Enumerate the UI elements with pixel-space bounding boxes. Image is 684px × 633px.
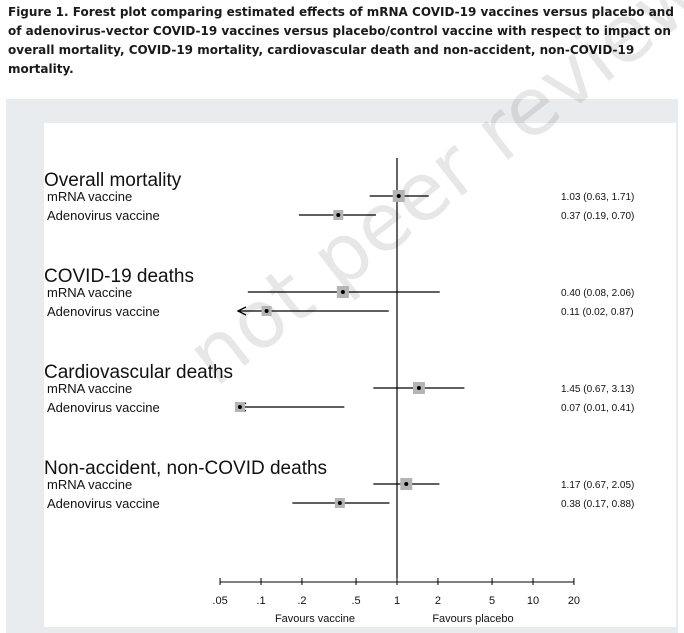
plot-area <box>44 123 676 627</box>
x-tick-label: .2 <box>297 595 306 607</box>
estimate-text: 1.03 (0.63, 1.71) <box>561 192 634 203</box>
estimate-text: 0.37 (0.19, 0.70) <box>561 211 634 222</box>
x-tick-label: 20 <box>568 595 580 607</box>
row-label: mRNA vaccine <box>47 381 132 396</box>
group-title: Non-accident, non-COVID deaths <box>44 458 327 479</box>
row-label: mRNA vaccine <box>47 189 132 204</box>
estimate-text: 0.38 (0.17, 0.88) <box>561 499 634 510</box>
estimate-text: 1.17 (0.67, 2.05) <box>561 480 634 491</box>
x-tick-label: .5 <box>351 595 360 607</box>
favours-placebo-label: Favours placebo <box>432 613 513 625</box>
row-label: Adenovirus vaccine <box>47 208 160 223</box>
row-label: mRNA vaccine <box>47 477 132 492</box>
group-title: COVID-19 deaths <box>44 266 194 287</box>
x-tick-label: 10 <box>527 595 539 607</box>
group-title: Cardiovascular deaths <box>44 362 233 383</box>
estimate-point <box>237 405 242 409</box>
estimate-point <box>416 386 421 390</box>
estimate-text: 0.07 (0.01, 0.41) <box>561 403 634 414</box>
estimate-point <box>336 213 341 217</box>
estimate-point <box>396 194 401 198</box>
row-label: Adenovirus vaccine <box>47 400 160 415</box>
figure-caption: Figure 1. Forest plot comparing estimate… <box>8 5 674 76</box>
x-tick-label: .05 <box>212 595 227 607</box>
estimate-point <box>340 290 345 294</box>
estimate-text: 1.45 (0.67, 3.13) <box>561 384 634 395</box>
ci-arrow <box>236 306 247 316</box>
x-tick-label: 5 <box>489 595 495 607</box>
estimate-point <box>264 309 269 313</box>
estimate-text: 0.40 (0.08, 2.06) <box>561 288 634 299</box>
estimate-text: 0.11 (0.02, 0.87) <box>561 307 634 318</box>
estimate-point <box>404 482 409 486</box>
group-title: Overall mortality <box>44 170 182 191</box>
row-label: Adenovirus vaccine <box>47 304 160 319</box>
x-tick-label: 2 <box>435 595 441 607</box>
x-tick-label: 1 <box>394 595 400 607</box>
row-label: Adenovirus vaccine <box>47 496 160 511</box>
row-label: mRNA vaccine <box>47 285 132 300</box>
x-tick-label: .1 <box>256 595 265 607</box>
favours-vaccine-label: Favours vaccine <box>275 613 355 625</box>
plot-frame <box>6 99 678 633</box>
estimate-point <box>337 501 342 505</box>
